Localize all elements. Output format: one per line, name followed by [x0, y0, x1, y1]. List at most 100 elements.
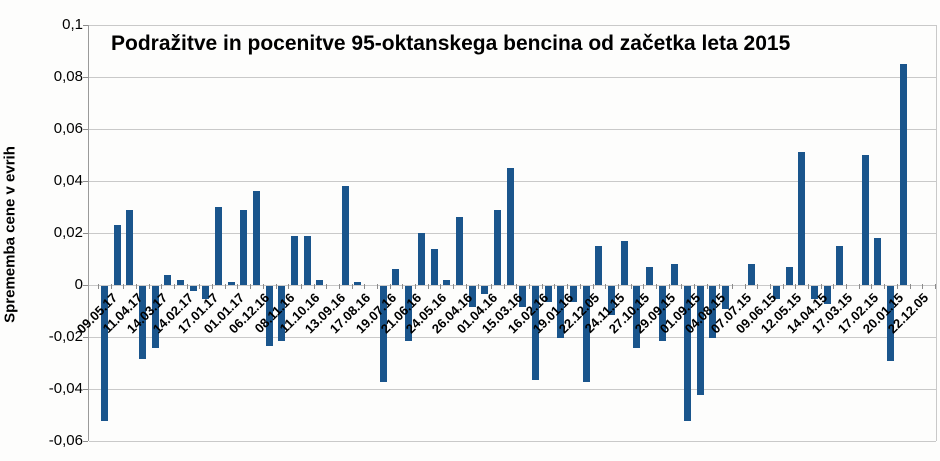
bar [836, 246, 844, 285]
bar [620, 240, 628, 285]
bar [823, 286, 831, 305]
x-axis-tick [98, 284, 99, 289]
bar [481, 286, 489, 294]
bar [392, 269, 400, 285]
bar [570, 286, 577, 302]
x-axis-tick [934, 284, 936, 289]
x-axis-tick [846, 284, 848, 289]
bar [595, 246, 603, 285]
x-axis-tick [250, 284, 252, 289]
x-axis-tick [148, 284, 150, 289]
plot-area: Podražitve in pocenitve 95-oktanskega be… [74, 25, 937, 442]
x-axis-tick [186, 284, 188, 289]
x-axis-tick [288, 284, 290, 289]
x-axis-tick [161, 284, 163, 289]
x-axis-tick [237, 284, 239, 289]
bar [379, 286, 387, 383]
gridline [89, 441, 936, 442]
bar [772, 286, 780, 299]
bar [747, 264, 755, 285]
y-axis-tick-label: 0 [74, 276, 83, 293]
x-axis-tick [389, 284, 391, 289]
y-axis-tick-label: 0,06 [53, 120, 83, 137]
x-axis-tick [567, 284, 569, 289]
x-axis-tick [706, 284, 708, 289]
gridline [89, 77, 936, 78]
x-axis-tick [820, 284, 822, 289]
x-axis-tick [605, 284, 607, 289]
bar [798, 152, 806, 285]
x-axis-tick [896, 284, 898, 289]
bar [227, 282, 235, 285]
x-axis-tick [275, 284, 277, 289]
bar [671, 264, 679, 285]
bar [633, 286, 641, 349]
bar [303, 235, 311, 285]
bar [113, 225, 121, 285]
x-axis-tick [110, 284, 112, 289]
x-axis-tick [871, 284, 873, 289]
bar [455, 217, 463, 285]
x-axis-tick [833, 284, 835, 289]
y-axis-tick-label: 0,02 [53, 224, 83, 241]
x-axis-tick [681, 284, 683, 289]
x-axis-tick [212, 284, 214, 289]
x-axis-tick [503, 284, 505, 289]
bar [202, 286, 210, 299]
bar [887, 286, 894, 362]
bar [684, 286, 692, 422]
x-axis-tick [326, 284, 328, 289]
bar [468, 286, 476, 307]
x-axis-tick [858, 284, 860, 289]
x-axis-tick [199, 284, 201, 289]
x-axis-tick [668, 284, 670, 289]
y-axis-tick [83, 181, 88, 182]
bar [519, 286, 527, 307]
x-axis-tick [440, 284, 442, 289]
x-axis-tick [770, 284, 772, 289]
bar [151, 286, 159, 349]
bar [100, 286, 108, 422]
bar [164, 274, 172, 285]
x-axis-tick [655, 284, 657, 289]
y-axis-tick [83, 233, 88, 234]
y-axis-tick [83, 25, 88, 26]
bar [544, 286, 552, 302]
x-axis-tick [693, 284, 695, 289]
x-axis-tick [427, 284, 429, 289]
x-axis-tick [529, 284, 531, 289]
gridline [89, 337, 936, 338]
bar [265, 286, 273, 346]
bar [341, 186, 349, 285]
y-axis-tick [83, 285, 88, 286]
x-axis-tick [541, 284, 543, 289]
x-axis-tick [415, 284, 416, 289]
bar [861, 155, 869, 285]
y-axis-tick [83, 77, 88, 78]
bar [443, 279, 451, 285]
gridline [89, 285, 936, 286]
y-axis-tick-label: -0,04 [48, 380, 83, 397]
bar [316, 279, 324, 285]
bar [709, 286, 717, 338]
x-axis-tick [592, 284, 594, 289]
x-axis-tick [338, 284, 340, 289]
bar [126, 209, 134, 285]
bar [696, 286, 704, 396]
x-axis-tick [719, 284, 721, 289]
x-axis-tick [554, 284, 556, 289]
x-axis-tick [795, 284, 797, 289]
bar [608, 286, 616, 315]
x-axis-tick [922, 284, 924, 289]
y-axis-tick [83, 129, 88, 130]
x-axis-tick [643, 284, 645, 289]
x-axis-tick [617, 284, 619, 289]
x-axis-tick [136, 284, 138, 289]
y-axis-tick-label: 0,04 [53, 172, 83, 189]
x-axis-tick [744, 284, 746, 289]
x-axis-tick [174, 284, 176, 289]
x-axis-tick [465, 284, 467, 289]
bar [810, 286, 818, 299]
y-axis-tick [83, 441, 88, 442]
